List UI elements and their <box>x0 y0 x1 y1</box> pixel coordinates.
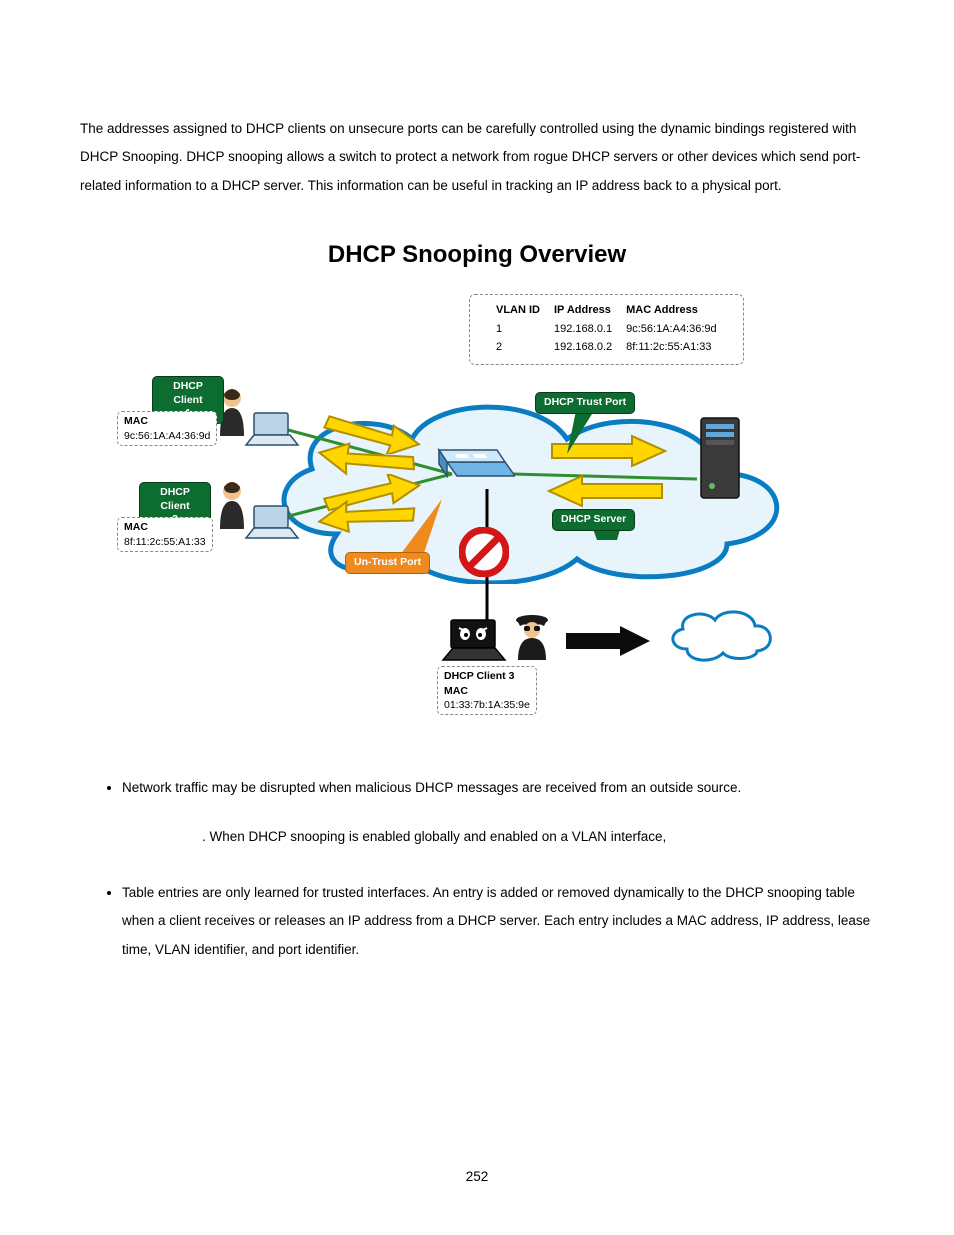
mac-value: 8f:11:2c:55:A1:33 <box>124 536 206 548</box>
list-item: Table entries are only learned for trust… <box>122 879 874 964</box>
trust-port-tail <box>567 406 607 456</box>
client2-mac-box: MAC 8f:11:2c:55:A1:33 <box>117 517 213 551</box>
forbidden-icon <box>459 527 509 577</box>
trust-port-badge: DHCP Trust Port <box>535 392 635 413</box>
table-row: 2 192.168.0.2 8f:11:2c:55:A1:33 <box>490 339 723 356</box>
bullet-subtext: . When DHCP snooping is enabled globally… <box>122 823 874 851</box>
diagram-title: DHCP Snooping Overview <box>117 230 837 280</box>
arrow-server-to-switch <box>547 474 667 510</box>
untrust-port-badge: Un-Trust Port <box>345 552 430 573</box>
arrow-switch-to-server <box>547 434 667 470</box>
mac-value: 9c:56:1A:A4:36:9d <box>124 430 210 442</box>
laptop-icon <box>242 409 302 451</box>
mac-label: MAC <box>444 684 530 698</box>
binding-table: VLAN ID IP Address MAC Address 1 192.168… <box>469 294 744 365</box>
dhcp-server-badge: DHCP Server <box>552 509 635 530</box>
arrow-switch-to-c1 <box>317 439 417 479</box>
hacker-laptop-icon <box>439 616 509 664</box>
bullet-list: Network traffic may be disrupted when ma… <box>80 774 874 964</box>
client1-mac-box: MAC 9c:56:1A:A4:36:9d <box>117 411 217 445</box>
laptop-icon <box>242 502 302 544</box>
client3-mac-box: DHCP Client 3 MAC 01:33:7b:1A:35:9e <box>437 666 537 715</box>
bullet-text: Network traffic may be disrupted when ma… <box>122 780 741 795</box>
mac-label: MAC <box>124 520 206 534</box>
arrow-to-internet <box>562 624 652 658</box>
switch-icon <box>437 444 515 494</box>
intro-paragraph: The addresses assigned to DHCP clients o… <box>80 115 874 200</box>
diagram-canvas: VLAN ID IP Address MAC Address 1 192.168… <box>117 294 837 734</box>
client3-label: DHCP Client 3 <box>444 669 530 683</box>
mac-value: 01:33:7b:1A:35:9e <box>444 699 530 711</box>
document-page: The addresses assigned to DHCP clients o… <box>0 0 954 1235</box>
list-item: Network traffic may be disrupted when ma… <box>122 774 874 851</box>
dhcp-snooping-diagram: DHCP Snooping Overview VLAN ID IP Addres… <box>117 230 837 734</box>
server-icon <box>697 414 743 502</box>
page-number: 252 <box>0 1163 954 1191</box>
bt-h2: IP Address <box>548 302 618 319</box>
binding-table-inner: VLAN ID IP Address MAC Address 1 192.168… <box>488 300 725 358</box>
mac-label: MAC <box>124 414 210 428</box>
table-row: 1 192.168.0.1 9c:56:1A:A4:36:9d <box>490 321 723 338</box>
bt-h3: MAC Address <box>620 302 723 319</box>
bt-h1: VLAN ID <box>490 302 546 319</box>
internet-cloud-icon <box>665 604 775 662</box>
hacker-icon <box>512 606 552 662</box>
